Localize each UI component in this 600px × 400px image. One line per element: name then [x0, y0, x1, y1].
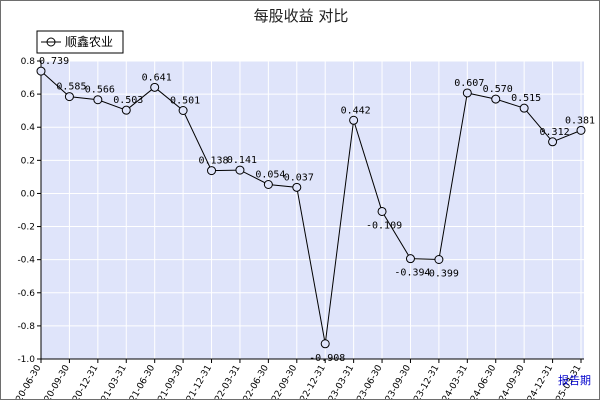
data-point-6	[207, 166, 217, 176]
data-point-9	[292, 182, 302, 192]
y-tick-label-8: 0.6	[21, 90, 36, 100]
y-tick-label-1: -0.8	[17, 322, 35, 332]
legend-box	[36, 30, 124, 54]
data-label-2: 0.566	[85, 85, 115, 96]
legend-marker	[46, 37, 56, 47]
data-label-11: 0.442	[341, 105, 371, 116]
data-point-17	[519, 103, 529, 113]
data-point-18	[548, 137, 558, 147]
data-label-19: 0.381	[565, 115, 595, 126]
y-tick-label-6: 0.2	[21, 156, 35, 166]
data-label-1: 0.585	[56, 82, 86, 93]
data-point-10	[320, 339, 330, 349]
y-tick-label-2: -0.6	[17, 289, 35, 299]
data-label-9: 0.037	[284, 172, 314, 183]
data-label-0: 0.739	[39, 56, 69, 67]
data-point-4	[150, 82, 160, 92]
y-tick-label-5: 0.0	[21, 189, 36, 199]
data-point-8	[263, 180, 273, 190]
x-tick-label-0: 2020-06-30	[9, 363, 44, 399]
data-label-13: -0.394	[394, 268, 430, 279]
data-label-16: 0.570	[483, 84, 513, 95]
y-tick-label-7: 0.4	[21, 123, 36, 133]
y-tick-label-4: -0.2	[17, 223, 35, 233]
x-tick-labels: 2020-06-302020-09-302020-12-312021-03-31…	[9, 359, 584, 399]
data-point-1	[64, 92, 74, 102]
data-point-15	[462, 88, 472, 98]
y-tick-label-0: -1.0	[17, 355, 35, 365]
data-point-14	[434, 255, 444, 265]
y-tick-label-9: 0.8	[21, 57, 36, 67]
series-line-path	[40, 70, 582, 344]
data-label-5: 0.501	[170, 96, 200, 107]
data-points	[36, 66, 586, 349]
data-label-7: 0.141	[227, 155, 257, 166]
data-label-3: 0.503	[113, 95, 143, 106]
axes	[40, 61, 584, 360]
data-label-12: -0.109	[366, 220, 402, 231]
chart-title: 每股收益 对比	[254, 7, 349, 25]
data-label-17: 0.515	[511, 93, 541, 104]
data-point-2	[93, 95, 103, 105]
data-label-8: 0.054	[255, 170, 285, 181]
data-label-14: -0.399	[423, 269, 459, 280]
data-label-6: 0.138	[198, 156, 228, 167]
data-point-7	[235, 165, 245, 175]
plot-area	[41, 61, 584, 359]
y-tick-label-3: -0.4	[17, 256, 35, 266]
series-line	[40, 70, 582, 344]
data-point-0	[36, 66, 46, 76]
legend: 顺鑫农业	[36, 30, 124, 54]
data-point-5	[178, 106, 188, 116]
data-point-16	[491, 94, 501, 104]
period-label: 报告期	[558, 373, 591, 387]
data-point-3	[121, 105, 131, 115]
y-tick-labels: -1.0 -0.8 -0.6 -0.4 -0.2 0.0 0.2 0.4 0.6 0.8	[17, 57, 41, 365]
data-point-11	[349, 115, 359, 125]
data-point-19	[576, 125, 586, 135]
data-point-13	[405, 254, 415, 264]
data-label-18: 0.312	[540, 127, 570, 138]
data-label-10: -0.908	[309, 353, 345, 364]
data-label-4: 0.641	[142, 72, 172, 83]
data-point-12	[377, 206, 387, 216]
legend-entry: 顺鑫农业	[65, 34, 113, 49]
data-label-15: 0.607	[454, 78, 484, 89]
